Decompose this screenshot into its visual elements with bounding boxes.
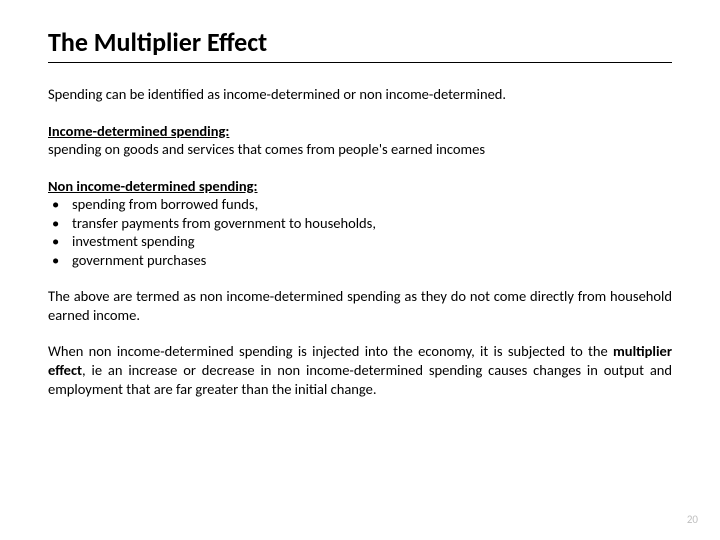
paragraph-final: When non income-determined spending is i… xyxy=(48,342,672,398)
list-item: investment spending xyxy=(48,232,672,251)
final-pre: When non income-determined spending is i… xyxy=(48,342,613,360)
slide: The Multiplier Effect Spending can be id… xyxy=(0,0,720,540)
section1-text: spending on goods and services that come… xyxy=(48,140,485,158)
list-item: government purchases xyxy=(48,251,672,270)
paragraph-above: The above are termed as non income-deter… xyxy=(48,287,672,324)
slide-title: The Multiplier Effect xyxy=(48,26,672,58)
title-rule xyxy=(48,62,672,63)
section-non-income-determined: Non income-determined spending: spending… xyxy=(48,177,672,270)
intro-paragraph: Spending can be identified as income-det… xyxy=(48,85,672,104)
page-number: 20 xyxy=(687,513,698,526)
list-item: transfer payments from government to hou… xyxy=(48,214,672,233)
list-item: spending from borrowed funds, xyxy=(48,195,672,214)
bullet-list: spending from borrowed funds, transfer p… xyxy=(48,195,672,269)
section2-heading: Non income-determined spending: xyxy=(48,177,672,196)
section1-heading: Income-determined spending: xyxy=(48,122,229,140)
final-post: , ie an increase or decrease in non inco… xyxy=(48,361,672,398)
body-content: Spending can be identified as income-det… xyxy=(48,85,672,398)
section-income-determined: Income-determined spending: spending on … xyxy=(48,122,672,159)
